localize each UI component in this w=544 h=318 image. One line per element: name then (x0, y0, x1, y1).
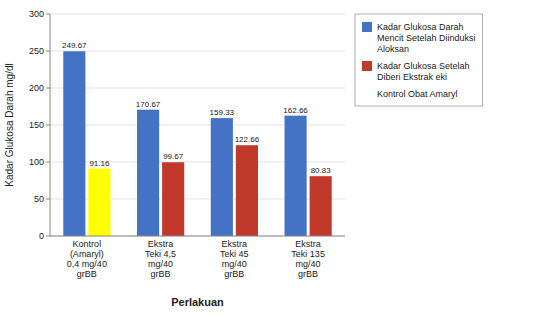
y-tick-label: 300 (29, 9, 44, 19)
data-label: 170.67 (136, 100, 161, 109)
chart-container: 0 50 100 150 200 250 300 249.67 170.67 159.33 162.… (0, 0, 544, 318)
grid-line (50, 88, 345, 89)
y-axis: 0 50 100 150 200 250 300 (29, 9, 50, 241)
bars (63, 51, 331, 236)
y-axis-title: Kadar Glukosa Darah mg/dl (4, 63, 15, 186)
y-tick (46, 162, 50, 163)
grid (50, 14, 345, 236)
bar (236, 145, 258, 236)
x-axis: Kontrol(Amaryl)0,4 mg/40grBB EkstraTeki 4… (50, 236, 345, 279)
legend-swatch (362, 61, 372, 71)
bar (63, 51, 85, 236)
y-tick (46, 14, 50, 15)
y-tick-label: 0 (39, 231, 44, 241)
x-axis-title: Perlakuan (171, 296, 224, 308)
x-tick-label: EkstraTeki 4,5mg/40grBB (145, 239, 176, 279)
x-axis-line (50, 236, 345, 237)
bar (211, 118, 233, 236)
x-tick-label: EkstraTeki 135mg/40grBB (291, 239, 325, 279)
grid-line (50, 236, 345, 237)
legend-label: Kadar Glukosa SetelahDiberi Ekstrak eki (377, 61, 470, 82)
y-tick-label: 50 (34, 194, 44, 204)
grid-line (50, 51, 345, 52)
y-tick (46, 199, 50, 200)
legend-note: Kontrol Obat Amaryl (377, 89, 458, 99)
data-label: 91.16 (89, 159, 110, 168)
data-label: 159.33 (210, 108, 235, 117)
bar (88, 169, 110, 236)
legend-swatch (362, 22, 372, 32)
legend: Kadar Glukosa DarahMencit Setelah Diindu… (355, 14, 483, 106)
y-tick-label: 200 (29, 83, 44, 93)
data-label: 80.83 (311, 166, 332, 175)
y-tick-label: 250 (29, 46, 44, 56)
bar (310, 176, 332, 236)
data-labels: 249.67 170.67 159.33 162.66 91.16 99.67 122.66… (62, 41, 331, 175)
grid-line (50, 14, 345, 15)
y-tick-label: 150 (29, 120, 44, 130)
data-label: 99.67 (163, 152, 184, 161)
x-tick-label: Kontrol(Amaryl)0,4 mg/40grBB (67, 239, 107, 279)
bar (137, 110, 159, 236)
data-label: 162.66 (283, 106, 308, 115)
y-tick (46, 88, 50, 89)
bar (162, 162, 184, 236)
data-label: 249.67 (62, 41, 87, 50)
legend-label: Kadar Glukosa DarahMencit Setelah Diindu… (377, 22, 476, 54)
chart: 0 50 100 150 200 250 300 249.67 170.67 159.33 162.… (0, 0, 544, 318)
y-tick (46, 51, 50, 52)
data-label: 122.66 (235, 135, 260, 144)
bar (285, 116, 307, 236)
y-axis-line (50, 14, 51, 236)
y-tick (46, 236, 50, 237)
y-tick (46, 125, 50, 126)
y-tick-label: 100 (29, 157, 44, 167)
legend-frame (355, 14, 483, 106)
x-tick-label: EkstraTeki 45mg/40grBB (220, 239, 249, 279)
